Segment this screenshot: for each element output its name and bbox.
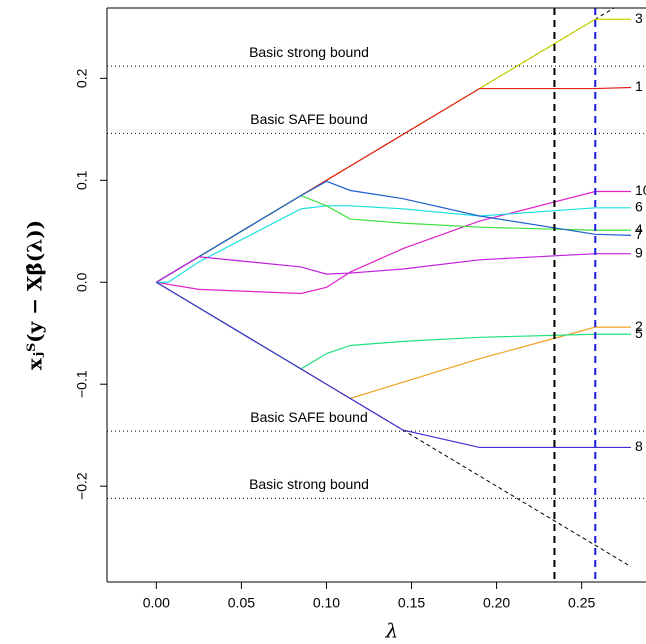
bound-label: Basic strong bound: [249, 44, 369, 60]
y-tick-label: 0.1: [74, 170, 90, 190]
series-label: 1: [635, 78, 643, 94]
series-label: 9: [635, 244, 643, 260]
x-tick-label: 0.10: [313, 595, 340, 611]
y-tick-label: 0.2: [74, 68, 90, 88]
x-tick-label: 0.05: [228, 595, 255, 611]
series-label: 3: [635, 10, 643, 26]
y-tick-label: 0.0: [74, 272, 90, 292]
series-label: 7: [635, 226, 643, 242]
x-tick-label: 0.15: [398, 595, 425, 611]
series-label: 8: [635, 438, 643, 454]
series-label: 2: [635, 318, 643, 334]
series-label: 5: [635, 325, 643, 341]
series-line: [156, 281, 631, 400]
series-label: 6: [635, 199, 643, 215]
x-tick-label: 0.20: [483, 595, 510, 611]
series-line: [156, 205, 631, 283]
plot-area: [156, 8, 631, 582]
bound-label: Basic SAFE bound: [250, 111, 368, 127]
series-label: 10: [635, 182, 646, 198]
x-axis-title: λ: [385, 619, 399, 643]
bound-label: Basic SAFE bound: [250, 409, 368, 425]
y-tick-label: −0.2: [74, 472, 90, 500]
series-line: [156, 18, 631, 283]
series-line: [156, 253, 631, 283]
bound-label: Basic strong bound: [249, 476, 369, 492]
series-line: [156, 281, 631, 449]
series-label: 4: [635, 221, 643, 237]
x-tick-label: 0.25: [568, 595, 595, 611]
series-line: [156, 180, 631, 283]
x-tick-label: 0.00: [143, 595, 170, 611]
series-line: [156, 190, 631, 295]
y-axis-title: xⱼᵀ(y − Xβ̂(λ)): [23, 220, 47, 370]
y-tick-label: −0.1: [74, 370, 90, 398]
